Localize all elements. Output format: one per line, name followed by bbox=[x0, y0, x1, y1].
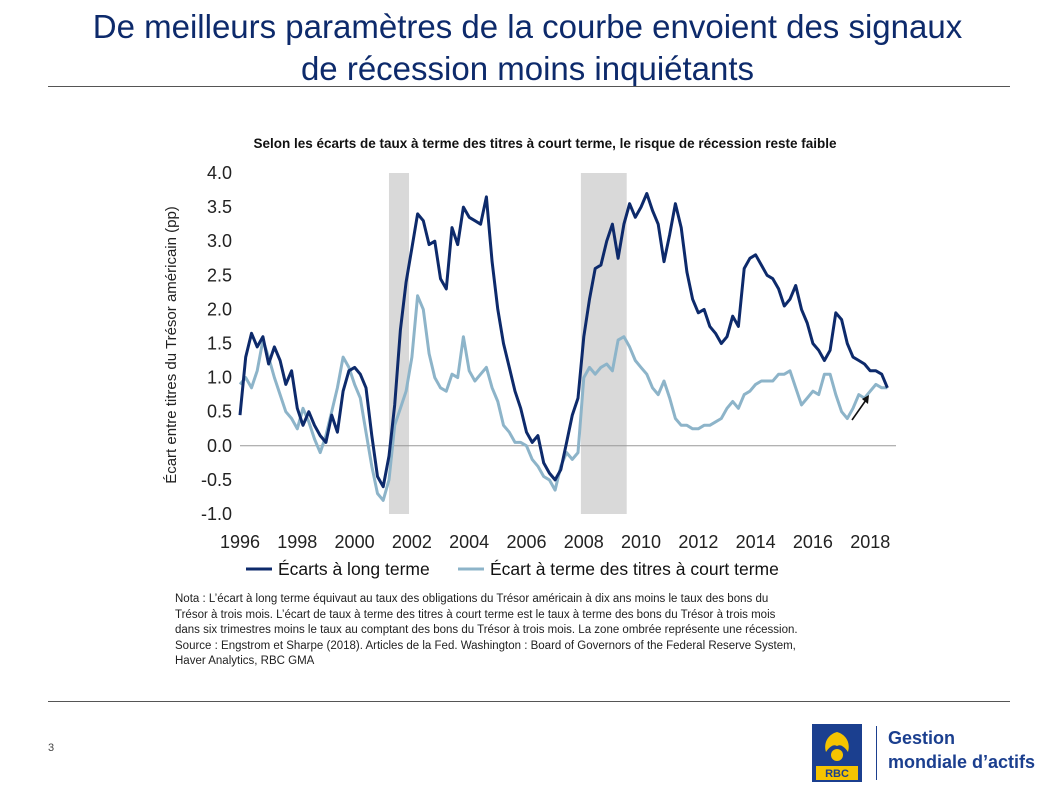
brand-line-2: mondiale d’actifs bbox=[888, 752, 1036, 772]
x-tick-label: 2016 bbox=[793, 532, 833, 552]
x-tick-label: 2006 bbox=[506, 532, 546, 552]
x-tick-label: 2002 bbox=[392, 532, 432, 552]
brand-line-1: Gestion bbox=[888, 728, 956, 748]
y-axis-label: Écart entre titres du Trésor américain (… bbox=[163, 206, 180, 484]
y-tick-label: -1.0 bbox=[201, 504, 232, 524]
x-tick-label: 2010 bbox=[621, 532, 661, 552]
y-tick-label: 4.0 bbox=[207, 163, 232, 183]
x-tick-labels: 1996 1998 2000 2002 2004 2006 2008 2010 2012 2014… bbox=[220, 532, 890, 552]
x-tick-label: 2018 bbox=[850, 532, 890, 552]
legend-label-short: Écart à terme des titres à court terme bbox=[490, 559, 779, 579]
note-line: dans six trimestres moins le taux au com… bbox=[175, 624, 798, 636]
y-tick-label: 2.0 bbox=[207, 299, 232, 319]
top-divider bbox=[48, 86, 1010, 87]
y-tick-label: 3.5 bbox=[207, 197, 232, 217]
x-tick-label: 1998 bbox=[277, 532, 317, 552]
legend: Écarts à long terme Écart à terme des tit… bbox=[246, 559, 779, 579]
y-tick-label: 1.0 bbox=[207, 368, 232, 388]
y-tick-label: 0.0 bbox=[207, 436, 232, 456]
y-tick-labels: 4.0 3.5 3.0 2.5 2.0 1.5 1.0 0.5 0.0 -0.5 -1.0 bbox=[201, 163, 232, 524]
brand-name: Gestion mondiale d’actifs bbox=[888, 726, 1035, 774]
y-tick-label: 3.0 bbox=[207, 231, 232, 251]
latest-value-arrow bbox=[851, 395, 869, 421]
recession-band bbox=[580, 173, 627, 514]
brand-divider bbox=[876, 726, 877, 780]
legend-label-long: Écarts à long terme bbox=[278, 559, 430, 579]
x-tick-label: 1996 bbox=[220, 532, 260, 552]
series-line-long bbox=[238, 192, 889, 489]
spread-chart: Selon les écarts de taux à terme des tit… bbox=[163, 136, 896, 579]
y-tick-label: 2.5 bbox=[207, 265, 232, 285]
page-number: 3 bbox=[48, 742, 55, 754]
slide-title: De meilleurs paramètres de la courbe env… bbox=[40, 6, 1015, 90]
y-tick-label: 1.5 bbox=[207, 334, 232, 354]
x-tick-label: 2008 bbox=[564, 532, 604, 552]
slide-title-line-1: De meilleurs paramètres de la courbe env… bbox=[92, 8, 963, 45]
x-tick-label: 2000 bbox=[335, 532, 375, 552]
note-line: Haver Analytics, RBC GMA bbox=[175, 655, 315, 667]
x-tick-label: 2004 bbox=[449, 532, 489, 552]
series-line-short bbox=[238, 294, 888, 502]
x-tick-label: 2014 bbox=[736, 532, 776, 552]
slide-title-line-2: de récession moins inquiétants bbox=[300, 50, 755, 87]
bottom-divider bbox=[48, 701, 1010, 702]
chart-title: Selon les écarts de taux à terme des tit… bbox=[253, 136, 836, 151]
logo-text: RBC bbox=[825, 768, 849, 780]
series-lines bbox=[238, 192, 889, 502]
y-tick-label: 0.5 bbox=[207, 402, 232, 422]
note-line: Nota : L’écart à long terme équivaut au … bbox=[175, 593, 769, 605]
note-line: Trésor à trois mois. L’écart de taux à t… bbox=[175, 608, 776, 621]
y-tick-label: -0.5 bbox=[201, 470, 232, 490]
x-tick-label: 2012 bbox=[678, 532, 718, 552]
note-line: Source : Engstrom et Sharpe (2018). Arti… bbox=[175, 639, 796, 652]
chart-note: Nota : L’écart à long terme équivaut au … bbox=[175, 592, 915, 670]
rbc-logo: RBC bbox=[812, 724, 862, 782]
